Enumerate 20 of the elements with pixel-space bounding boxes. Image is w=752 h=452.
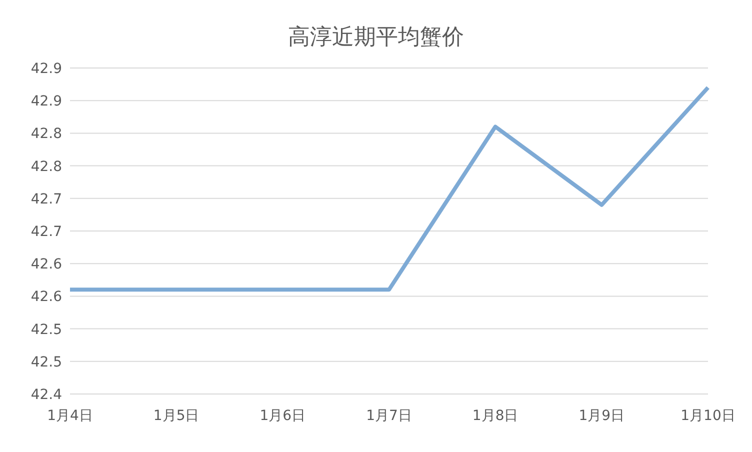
y-tick-label: 42.8 <box>30 158 62 175</box>
chart-title: 高淳近期平均蟹价 <box>287 24 465 52</box>
line-series <box>68 86 710 292</box>
y-tick-label: 42.9 <box>30 60 62 77</box>
x-tick-label: 1月8日 <box>472 408 518 424</box>
x-tick-label: 1月4日 <box>47 408 93 424</box>
x-tick-label: 1月9日 <box>578 408 625 424</box>
x-tick-label: 1月5日 <box>153 408 200 424</box>
y-tick-label: 42.9 <box>30 94 62 110</box>
y-tick-label: 42.5 <box>30 322 62 338</box>
y-tick-label: 42.6 <box>30 256 62 273</box>
y-tick-label: 42.4 <box>30 386 62 403</box>
y-tick-label: 42.5 <box>30 354 62 370</box>
y-tick-label: 42.6 <box>30 289 62 306</box>
y-tick-label: 42.7 <box>30 191 62 208</box>
x-tick-label: 1月10日 <box>680 408 736 424</box>
y-tick-label: 42.8 <box>30 126 62 142</box>
y-tick-label: 42.7 <box>30 224 62 240</box>
x-tick-label: 1月6日 <box>260 408 306 424</box>
x-tick-label: 1月7日 <box>366 408 412 424</box>
